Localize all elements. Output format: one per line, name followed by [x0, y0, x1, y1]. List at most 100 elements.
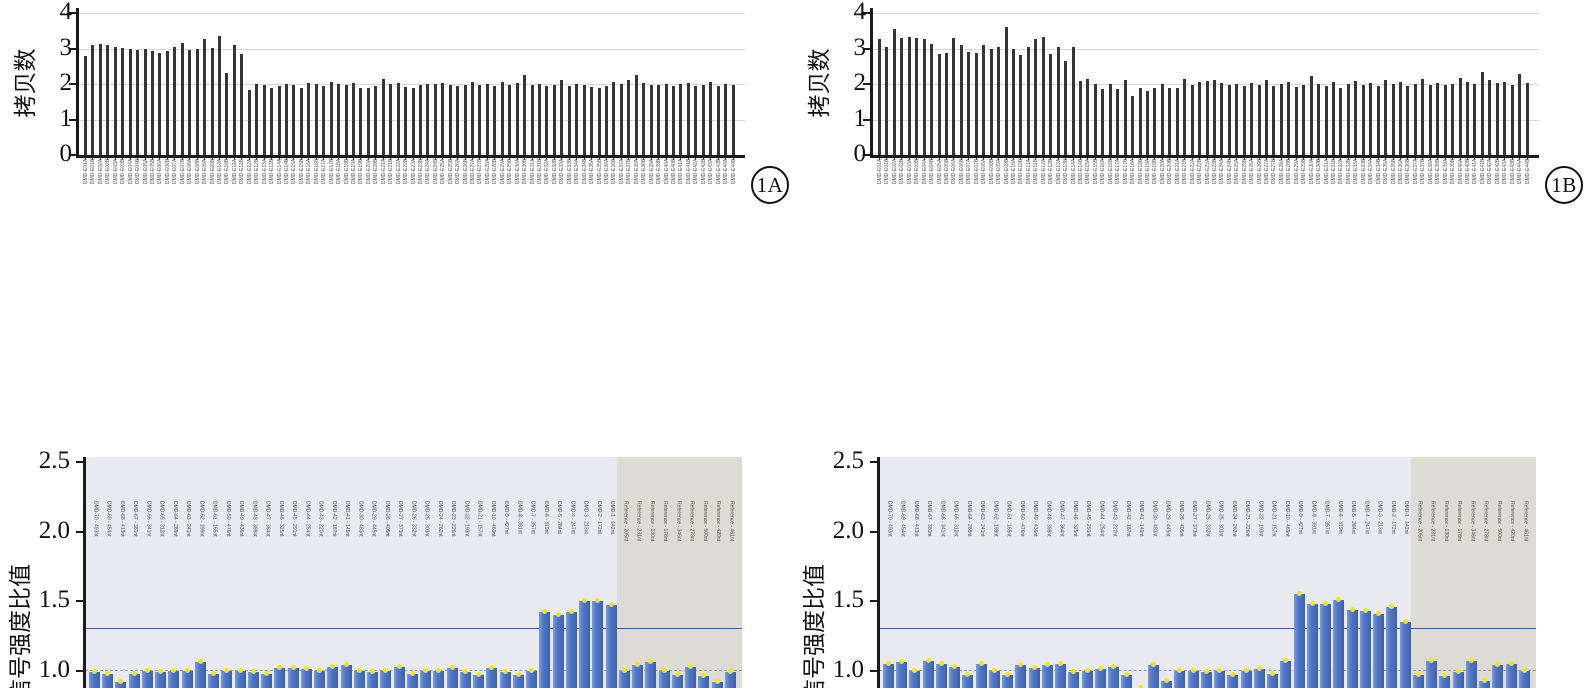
upper-threshold-line: [85, 628, 742, 630]
y-tick-mark: [76, 669, 84, 672]
y-axis-line: [877, 457, 880, 688]
x-tick-label: DMD-E35A: [589, 159, 596, 185]
data-point-marker: [250, 669, 256, 675]
bar: [1320, 603, 1332, 688]
y-tick-label: 1.5: [832, 586, 864, 614]
probe-label: DMD-28 - 405nt: [1177, 501, 1184, 537]
bar: [181, 670, 193, 688]
probe-label: DMD-48 - 398nt: [251, 501, 258, 537]
upper-threshold-line: [879, 628, 1536, 630]
probe-label: DMD-69 - 454nt: [105, 501, 112, 537]
x-tick-label: DMD-E17A: [1115, 159, 1122, 185]
probe-label: DMD-66 - 341nt: [939, 501, 946, 537]
bar: [471, 82, 475, 155]
y-tick-mark: [870, 600, 878, 603]
reference-region-background: [616, 457, 742, 688]
data-point-marker: [899, 659, 905, 665]
bar: [1439, 676, 1451, 688]
data-point-marker: [171, 667, 177, 673]
bar: [878, 38, 881, 155]
x-tick-mark: [1124, 158, 1126, 160]
x-tick-mark: [1199, 158, 1201, 160]
probe-label: DMD-68 - 413nt: [118, 501, 125, 537]
x-tick-mark: [1377, 158, 1379, 160]
bar: [1428, 85, 1432, 155]
bar: [411, 87, 415, 155]
x-tick-mark: [1094, 158, 1096, 160]
bar: [1026, 46, 1030, 155]
data-point-marker: [1349, 606, 1355, 612]
bar: [277, 85, 281, 155]
probe-label: DMD-9 - 427nt: [503, 501, 510, 534]
probe-label: DMD-43 - 220nt: [317, 501, 324, 537]
bar: [366, 88, 370, 155]
probe-label: DMD-8 - 391nt: [1310, 501, 1317, 534]
x-tick-mark: [486, 158, 488, 160]
y-tick-label: 1.0: [38, 655, 70, 683]
x-tick-mark: [166, 158, 168, 160]
bar: [716, 86, 720, 155]
x-tick-mark: [717, 158, 719, 160]
bar: [1267, 673, 1279, 688]
bar: [1495, 83, 1499, 155]
data-point-marker: [1203, 669, 1209, 675]
bar: [1138, 87, 1142, 155]
x-tick-mark: [501, 158, 503, 160]
x-tick-mark: [1132, 158, 1134, 160]
bar: [1240, 670, 1252, 688]
probe-label: DMD-6 - 319nt: [542, 501, 549, 534]
bar: [962, 674, 974, 688]
bar: [1093, 84, 1097, 155]
x-tick-mark: [181, 158, 183, 160]
bar: [155, 672, 167, 688]
probe-label: DMD-43 - 220nt: [1111, 501, 1118, 537]
x-tick-mark: [419, 158, 421, 160]
bar: [664, 83, 668, 155]
x-tick-mark: [1280, 158, 1282, 160]
x-tick-label: DMD-E26A: [455, 159, 462, 185]
bar: [406, 673, 418, 688]
bar: [1161, 680, 1173, 688]
x-tick-mark: [300, 158, 302, 160]
data-point-marker: [1323, 600, 1329, 606]
x-tick-mark: [546, 158, 548, 160]
x-tick-label: DMD-E09A: [202, 159, 209, 185]
bar: [1480, 71, 1484, 155]
x-tick-mark: [643, 158, 645, 160]
bar: [292, 85, 296, 155]
bar: [274, 668, 286, 688]
bar: [605, 605, 617, 688]
x-tick-mark: [531, 158, 533, 160]
x-tick-mark: [998, 158, 1000, 160]
x-tick-mark: [1213, 158, 1215, 160]
bar: [1242, 86, 1246, 155]
data-point-marker: [1164, 677, 1170, 683]
probe-label: DMD-47 - 364nt: [264, 501, 271, 537]
bar: [935, 663, 947, 688]
bar: [560, 80, 564, 155]
bar: [1317, 84, 1321, 155]
probe-label: DMD-62 - 199nt: [198, 501, 205, 537]
bar: [694, 86, 698, 155]
bar: [618, 670, 630, 688]
y-tick-mark: [863, 12, 871, 14]
bar: [1280, 661, 1292, 688]
bar: [1376, 86, 1380, 155]
probe-label: DMD-29 - 445nt: [1164, 501, 1171, 537]
x-tick-mark: [1496, 158, 1498, 160]
data-point-marker: [184, 667, 190, 673]
bar: [612, 81, 616, 155]
probe-label: DMD-68 - 413nt: [912, 501, 919, 537]
bar: [686, 82, 690, 155]
x-tick-mark: [923, 158, 925, 160]
data-point-marker: [1177, 667, 1183, 673]
bar: [1488, 80, 1492, 155]
bar: [959, 44, 963, 155]
bar: [1518, 670, 1530, 688]
bar: [565, 612, 577, 688]
bar: [1187, 670, 1199, 688]
bar: [1131, 96, 1135, 155]
bar: [359, 87, 363, 155]
x-tick-mark: [1467, 158, 1468, 160]
data-point-marker: [383, 667, 389, 673]
